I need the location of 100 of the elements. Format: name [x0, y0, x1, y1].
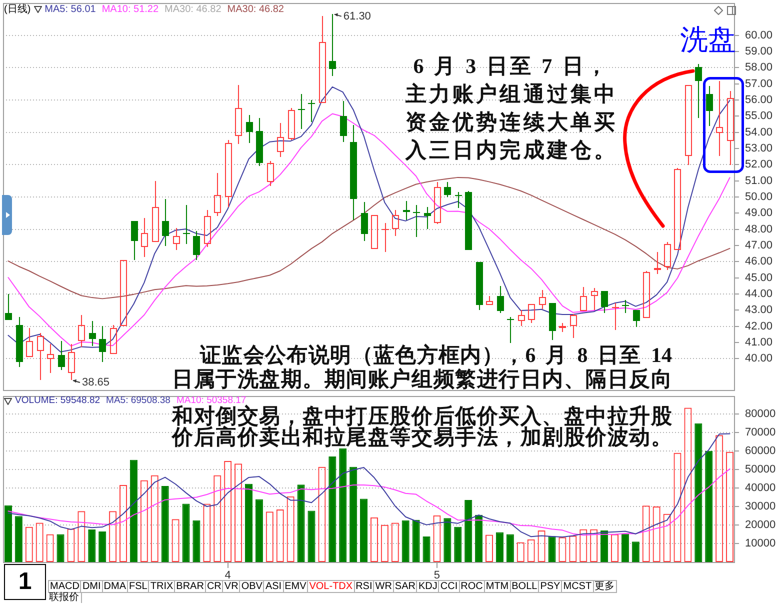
y-tick-label: 50000 — [745, 464, 776, 476]
candlestick — [308, 100, 315, 122]
candlestick — [173, 228, 180, 250]
candlestick — [549, 303, 556, 340]
annotation: 证监会公布说明（蓝色方框内），6 月 8 日至 14日属于洗盘期。期间账户组频繁进行日内、隔日反向 — [172, 342, 672, 391]
y-tick-label: 80000 — [745, 408, 776, 420]
category-label: EMV — [284, 581, 306, 592]
candlestick — [444, 182, 451, 198]
candlestick — [298, 94, 305, 130]
bar — [360, 498, 368, 562]
category-label: DMI — [82, 581, 101, 592]
y-tick-label: 57.00 — [745, 78, 773, 90]
candlestick — [612, 302, 619, 330]
candlestick — [152, 180, 159, 242]
text: MA5: 69508.38 — [106, 395, 170, 406]
category-label: ROC — [460, 581, 483, 592]
bar — [4, 505, 12, 562]
category-label: VOL-TDX — [309, 581, 353, 592]
category-label: WR — [375, 581, 392, 592]
candlestick — [246, 114, 253, 144]
text: 联报价 — [49, 592, 79, 603]
bar — [402, 520, 410, 562]
category-label: DMA — [104, 581, 126, 592]
candlestick — [99, 326, 106, 362]
bar — [350, 466, 358, 562]
candlestick — [110, 324, 117, 354]
bar — [475, 514, 483, 562]
candlestick — [16, 316, 23, 368]
bar — [705, 450, 713, 562]
bar — [308, 510, 316, 562]
category-label: FSL — [129, 581, 148, 592]
bar — [444, 518, 452, 562]
y-tick-label: 60.00 — [745, 29, 773, 42]
x-tick-label: 4 — [224, 570, 231, 582]
candlestick — [476, 262, 483, 310]
candlestick — [664, 242, 671, 270]
text: 1 — [18, 568, 32, 595]
y-tick-label: 44.00 — [745, 288, 773, 300]
bar — [694, 423, 702, 562]
category-label: CR — [206, 581, 222, 592]
candlestick — [350, 124, 357, 220]
candlestick — [539, 290, 546, 310]
candlestick — [465, 190, 472, 250]
category-label: ASI — [265, 581, 282, 592]
candlestick — [319, 16, 326, 103]
y-tick-label: 56.00 — [745, 94, 773, 106]
candlestick — [706, 86, 713, 126]
bar — [600, 530, 608, 562]
category-label: MCST — [563, 581, 592, 592]
y-tick-label: 54.00 — [745, 126, 773, 138]
candlestick — [486, 296, 493, 305]
candlestick — [340, 100, 347, 142]
category-label: CCI — [440, 581, 458, 592]
candlestick — [26, 328, 33, 357]
candlestick — [601, 291, 608, 314]
text: MA10: 50358.17 — [176, 395, 246, 406]
candlestick — [162, 198, 169, 246]
category-label: MACD — [50, 581, 80, 592]
candlestick — [403, 200, 410, 220]
candlestick — [622, 300, 629, 314]
candlestick — [267, 160, 274, 186]
category-label: PSY — [540, 581, 560, 592]
bar — [621, 533, 629, 562]
y-tick-label: 52.00 — [745, 158, 773, 171]
y-tick-label: 10000 — [745, 538, 776, 550]
bar — [496, 532, 504, 562]
candlestick — [685, 85, 692, 166]
candlestick — [424, 206, 431, 230]
y-tick-label: 55.00 — [745, 110, 773, 122]
y-tick-label: 46.00 — [745, 256, 773, 268]
candlestick — [256, 118, 263, 166]
candlestick — [643, 270, 650, 318]
category-label: OBV — [241, 581, 262, 592]
candlestick — [674, 168, 681, 250]
candlestick — [382, 222, 389, 252]
bar — [255, 499, 263, 562]
y-tick-label: 43.00 — [745, 304, 773, 316]
bar — [422, 536, 430, 562]
candlestick — [434, 182, 441, 224]
candlestick — [37, 332, 44, 380]
category-label: KDJ — [418, 581, 438, 592]
category-label: VR — [224, 581, 238, 592]
y-tick-label: 42.00 — [745, 320, 773, 332]
y-tick-label: 58.00 — [745, 62, 773, 74]
bar — [192, 520, 200, 562]
category-label: SAR — [394, 581, 416, 592]
candlestick — [58, 340, 65, 370]
bar — [182, 504, 190, 562]
candlestick — [5, 294, 12, 320]
y-tick-label: 30000 — [745, 500, 776, 513]
category-label: MTM — [486, 581, 509, 592]
text: MA30: 46.82 — [227, 4, 284, 15]
y-tick-label: 53.00 — [745, 142, 773, 155]
annotation: 6 月 3 日至 7 日，主力账户组通过集中资金优势连续大单买入三日内完成建仓。 — [404, 53, 619, 164]
bar — [14, 516, 22, 562]
candlestick — [47, 344, 54, 374]
category-label: BRAR — [176, 581, 204, 592]
candlestick — [361, 202, 368, 242]
candlestick — [580, 286, 587, 311]
text: MA5: 56.01 — [44, 4, 96, 15]
